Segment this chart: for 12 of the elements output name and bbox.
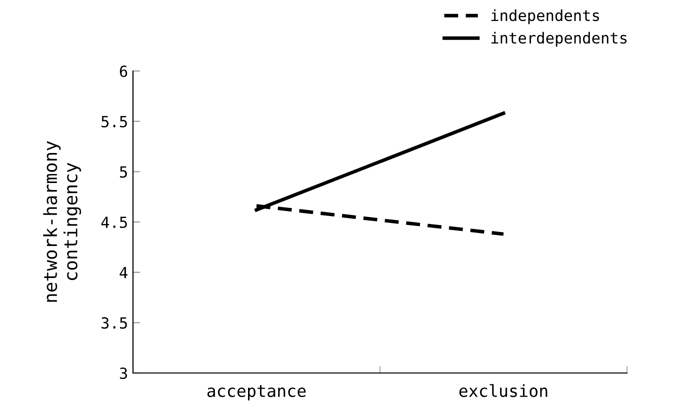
x-tick-label: acceptance bbox=[207, 385, 306, 400]
y-tick-label: 5.5 bbox=[102, 116, 127, 128]
y-axis-title: network-harmony contingency bbox=[43, 141, 82, 302]
legend-label: interdependents bbox=[491, 32, 627, 47]
legend-label: independents bbox=[491, 9, 599, 24]
y-tick-label: 4.5 bbox=[101, 216, 127, 228]
y-tick-label: 3 bbox=[120, 368, 127, 380]
x-tick-label: exclusion bbox=[459, 384, 548, 398]
y-tick-label: 6 bbox=[120, 66, 128, 78]
y-tick-label: 5 bbox=[120, 166, 127, 178]
y-tick-label: 3.5 bbox=[102, 317, 127, 329]
y-tick-label: 4 bbox=[120, 267, 128, 278]
